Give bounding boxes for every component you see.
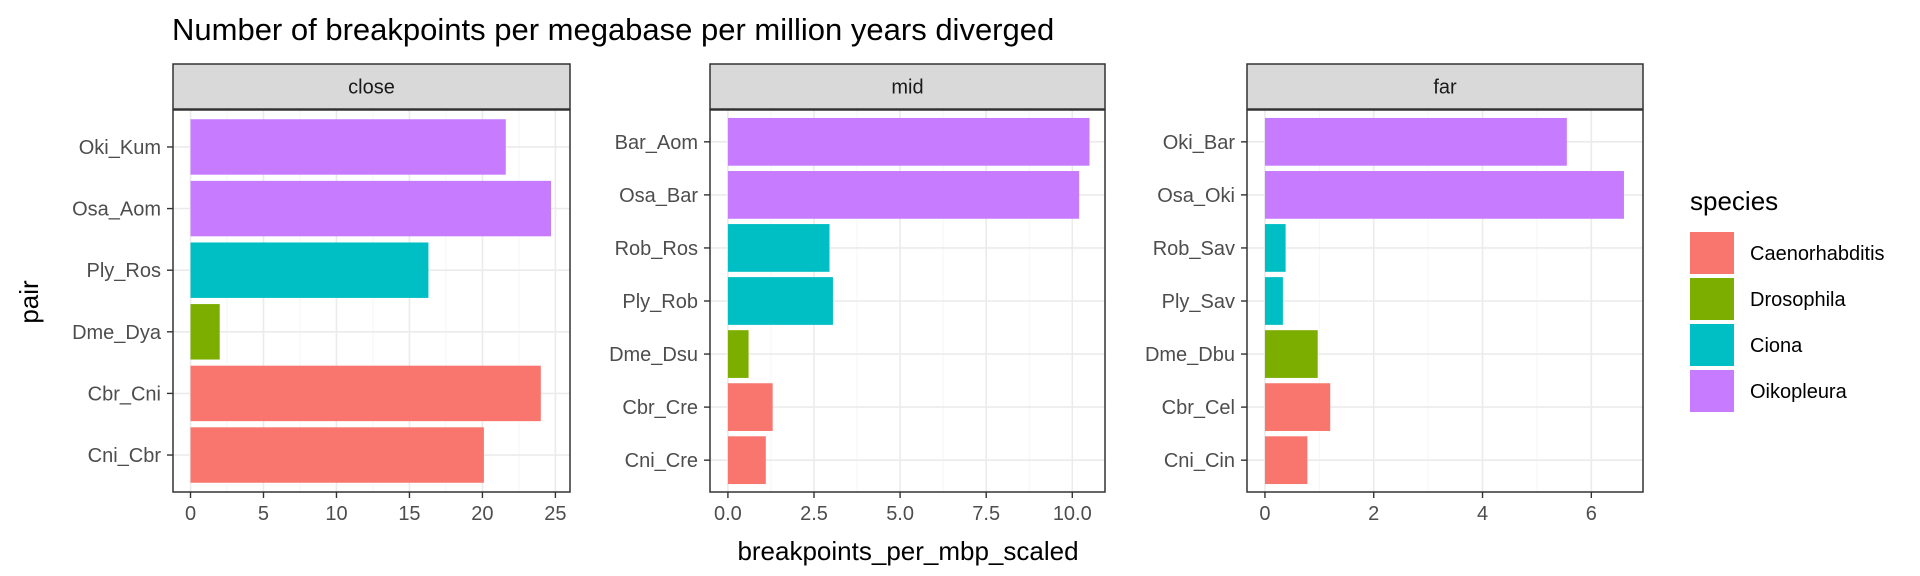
bar-Rob_Ros [727, 224, 830, 272]
x-axis-title: breakpoints_per_mbp_scaled [737, 536, 1078, 566]
y-tick-label: Ply_Sav [1162, 291, 1235, 313]
x-tick-label: 7.5 [972, 503, 1000, 525]
bar-Ply_Rob [727, 277, 833, 325]
y-tick-label: Osa_Aom [72, 199, 161, 221]
bar-Cbr_Cni [190, 365, 541, 422]
y-tick-label: Cni_Cbr [88, 445, 162, 467]
y-tick-label: Dme_Dya [72, 322, 162, 344]
y-tick-label: Rob_Ros [615, 238, 698, 260]
y-axis-title: pair [14, 280, 44, 324]
legend-label: Oikopleura [1750, 381, 1848, 403]
facet-panel-far: far Cni_Cin Cbr_Cel Dme_Dbu Ply_Sav Rob_Sav Os… [1145, 63, 1644, 525]
y-tick-label: Cni_Cin [1164, 450, 1235, 472]
legend: species Caenorhabditis Drosophila Ciona Oik… [1690, 186, 1885, 412]
facet-strip [1246, 63, 1644, 110]
y-tick-label: Cbr_Cni [88, 383, 161, 405]
x-tick-label: 2.5 [800, 503, 828, 525]
bar-Cni_Cbr [190, 427, 484, 483]
y-tick-label: Bar_Aom [615, 132, 698, 154]
legend-label: Ciona [1750, 335, 1803, 357]
facet-strip-label: close [348, 77, 395, 99]
y-tick-label: Cni_Cre [625, 450, 698, 472]
legend-label: Drosophila [1750, 289, 1846, 311]
bar-Dme_Dya [190, 304, 220, 360]
legend-title: species [1690, 186, 1778, 216]
legend-label: Caenorhabditis [1750, 243, 1885, 265]
facet-strip-label: far [1433, 77, 1457, 99]
y-tick-label: Ply_Ros [87, 260, 161, 282]
facet-strip-label: mid [891, 77, 923, 99]
x-tick-label: 10 [325, 503, 347, 525]
y-tick-label: Rob_Sav [1153, 238, 1235, 260]
x-tick-label: 6 [1586, 503, 1597, 525]
bar-Cni_Cre [727, 436, 766, 485]
facet-panels: close Cni_Cbr Cbr_Cni Dme_Dya Ply_Ros Osa_Aom… [72, 63, 1644, 525]
bar-Cbr_Cel [1264, 383, 1331, 431]
bar-Osa_Oki [1264, 171, 1624, 219]
facet-strip [709, 63, 1106, 110]
y-tick-label: Osa_Oki [1157, 185, 1235, 207]
x-tick-label: 20 [471, 503, 493, 525]
bar-Rob_Sav [1264, 224, 1286, 272]
bar-Ply_Ros [190, 242, 429, 298]
bar-Dme_Dbu [1264, 330, 1318, 378]
legend-key-drosophila [1690, 278, 1734, 320]
y-tick-label: Osa_Bar [619, 185, 698, 207]
x-tick-label: 5 [258, 503, 269, 525]
legend-key-oikopleura [1690, 370, 1734, 412]
x-tick-label: 0 [1259, 503, 1270, 525]
x-tick-label: 5.0 [886, 503, 914, 525]
bar-Dme_Dsu [727, 330, 749, 378]
x-tick-label: 0.0 [714, 503, 742, 525]
y-tick-label: Oki_Kum [79, 137, 161, 159]
bar-Oki_Bar [1264, 117, 1567, 166]
y-tick-label: Cbr_Cel [1162, 397, 1235, 419]
x-tick-label: 10.0 [1053, 503, 1092, 525]
bar-Osa_Aom [190, 180, 552, 237]
x-tick-label: 15 [398, 503, 420, 525]
legend-key-caenorhabditis [1690, 232, 1734, 274]
y-tick-label: Dme_Dbu [1145, 344, 1235, 366]
y-tick-label: Cbr_Cre [622, 397, 698, 419]
bar-Ply_Sav [1264, 277, 1283, 325]
bar-Cbr_Cre [727, 383, 773, 431]
legend-key-ciona [1690, 324, 1734, 366]
bar-Oki_Kum [190, 119, 506, 175]
facet-panel-close: close Cni_Cbr Cbr_Cni Dme_Dya Ply_Ros Osa_Aom… [72, 63, 571, 525]
panel-border [172, 109, 571, 493]
bar-Osa_Bar [727, 171, 1080, 219]
x-tick-label: 25 [544, 503, 566, 525]
y-tick-label: Oki_Bar [1163, 132, 1236, 154]
facet-panel-mid: mid Cni_Cre Cbr_Cre Dme_Dsu Ply_Rob Rob_Ros Os… [609, 63, 1106, 525]
y-tick-label: Ply_Rob [622, 291, 698, 313]
bar-Cni_Cin [1264, 436, 1308, 485]
chart-title: Number of breakpoints per megabase per m… [172, 12, 1054, 47]
x-tick-label: 2 [1368, 503, 1379, 525]
facet-strip [172, 63, 571, 110]
x-tick-label: 4 [1477, 503, 1488, 525]
y-tick-label: Dme_Dsu [609, 344, 698, 366]
x-tick-label: 0 [185, 503, 196, 525]
bar-Bar_Aom [727, 117, 1090, 166]
